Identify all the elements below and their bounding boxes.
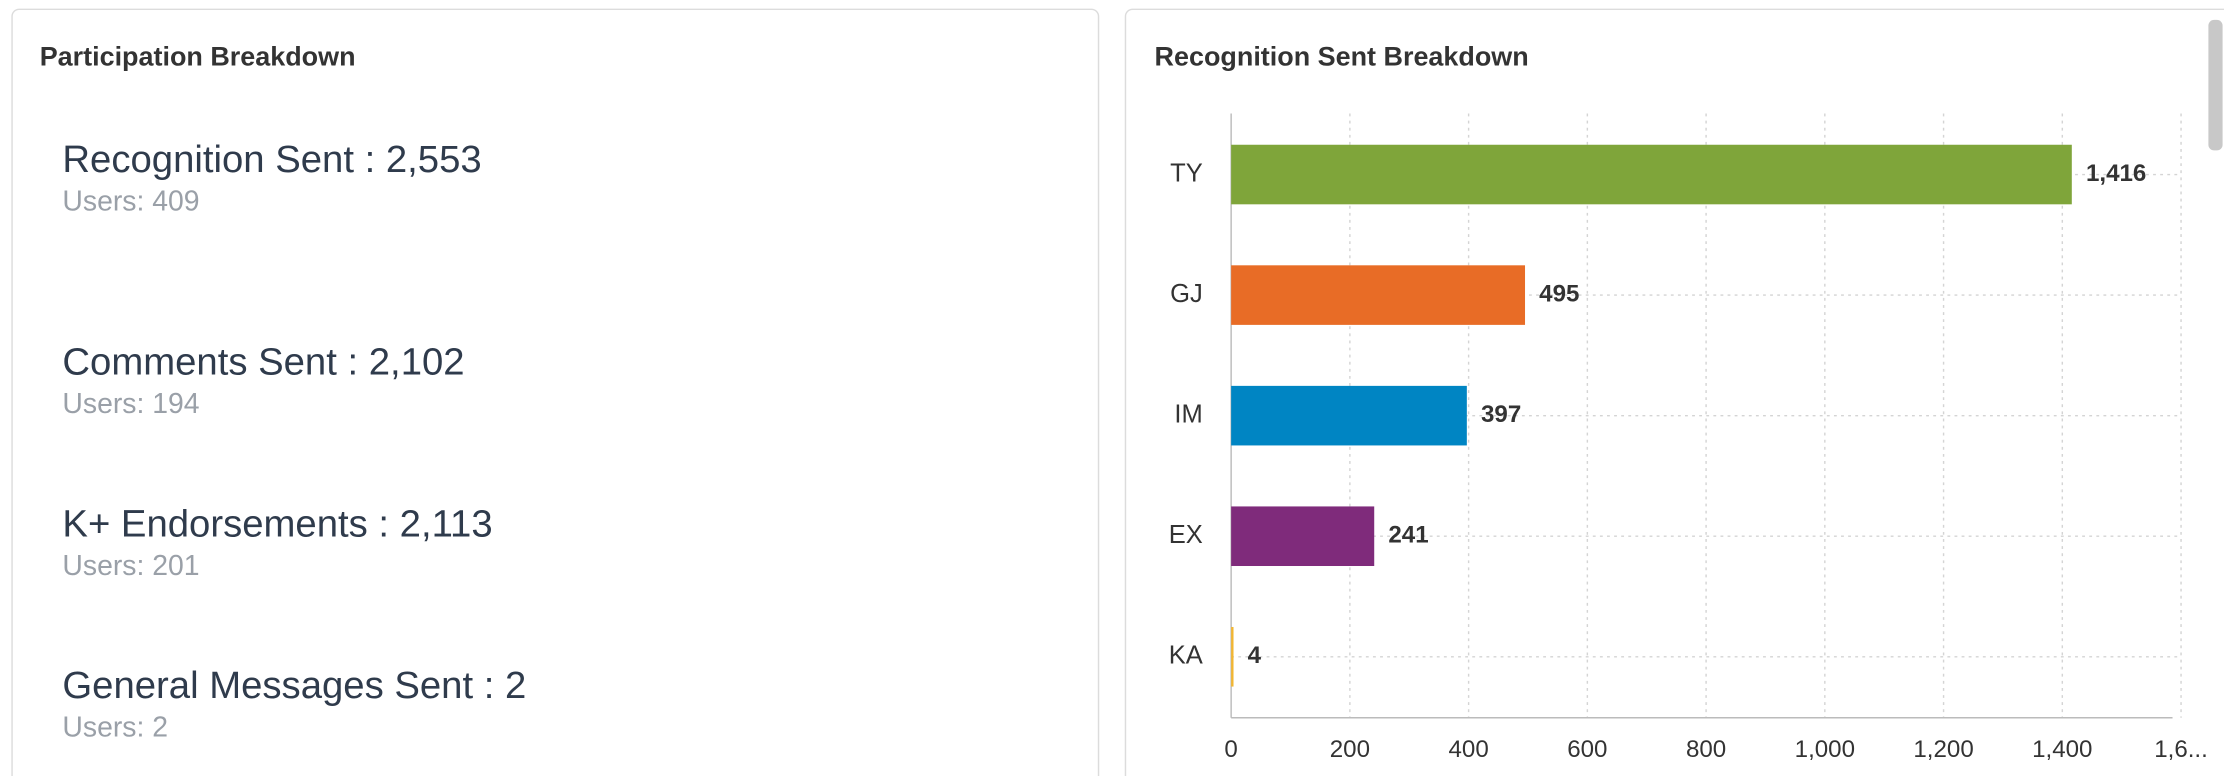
bar (1231, 144, 2072, 205)
bar (1231, 385, 1467, 446)
y-tick-label: KA (1169, 642, 1203, 670)
x-tick-label: 1,400 (2032, 736, 2092, 763)
value-label: 397 (1481, 401, 1521, 428)
bar (1231, 506, 1375, 567)
x-tick-label: 1,200 (1913, 736, 1973, 763)
stat-users: Users: 2 (62, 712, 168, 744)
stat-users: Users: 194 (62, 388, 199, 420)
x-tick-label: 1,6... (2154, 736, 2208, 763)
y-tick-label: EX (1169, 521, 1203, 549)
participation-list: Recognition Sent : 2,553 Users: 409 Commen… (62, 138, 526, 744)
x-tick-label: 600 (1567, 736, 1607, 763)
x-tick-label: 400 (1449, 736, 1489, 763)
chart-title: Recognition Sent Breakdown (1155, 41, 1529, 71)
x-tick-label: 200 (1330, 736, 1370, 763)
y-tick-label: GJ (1170, 280, 1203, 308)
participation-card (11, 8, 1100, 776)
x-tick-label: 1,000 (1795, 736, 1855, 763)
scrollbar-thumb[interactable] (2208, 19, 2223, 151)
x-tick-label: 800 (1686, 736, 1726, 763)
stat-label: Recognition Sent : 2,553 (62, 138, 481, 181)
y-tick-label: IM (1174, 400, 1202, 428)
value-label: 241 (1388, 522, 1428, 549)
stat-label: General Messages Sent : 2 (62, 664, 526, 707)
card-title: Participation Breakdown (40, 41, 356, 71)
value-label: 1,416 (2086, 160, 2146, 187)
value-label: 4 (1248, 642, 1262, 669)
y-tick-label: TY (1170, 159, 1203, 187)
stat-label: Comments Sent : 2,102 (62, 341, 464, 384)
bar (1231, 265, 1526, 325)
stat-users: Users: 201 (62, 550, 199, 582)
x-tick-label: 0 (1224, 736, 1237, 763)
stat-users: Users: 409 (62, 185, 199, 217)
value-label: 495 (1539, 280, 1579, 307)
stat-label: K+ Endorsements : 2,113 (62, 502, 492, 545)
bar (1231, 626, 1234, 687)
plot: 0 200 400 600 800 1,000 1,200 1,400 1,6... TY 1,41… (1169, 113, 2208, 763)
